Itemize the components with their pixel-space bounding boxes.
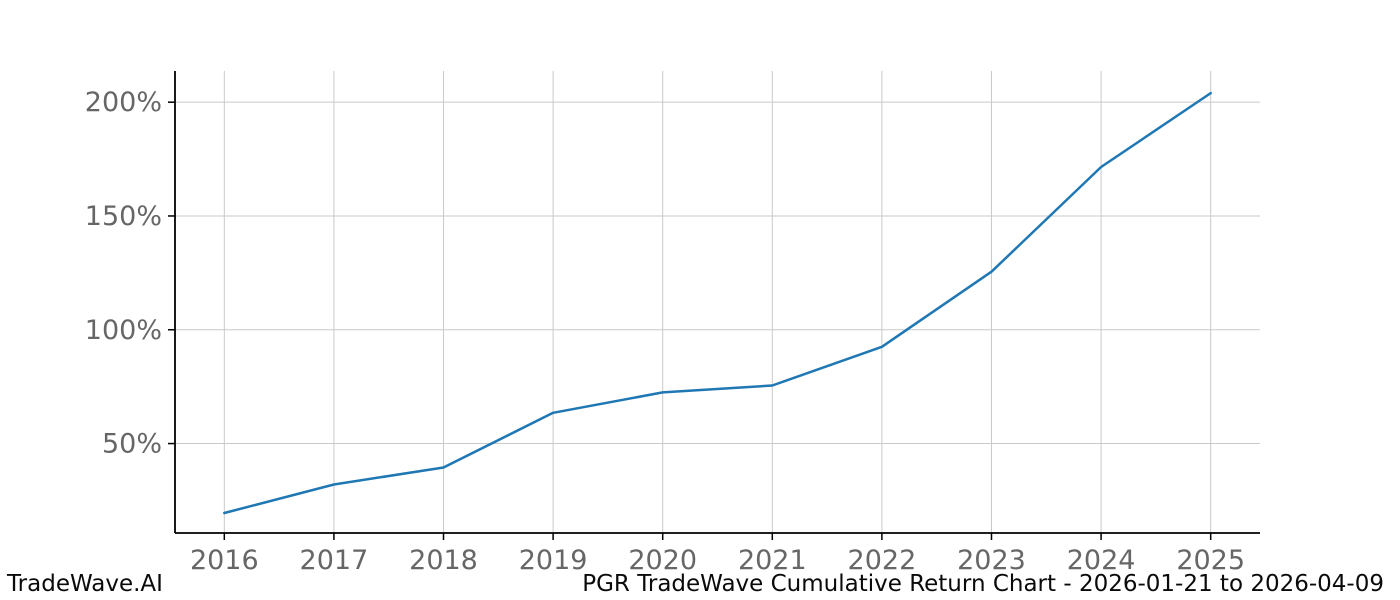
x-tick-label: 2020 (628, 545, 697, 576)
y-tick-label: 100% (85, 315, 162, 346)
x-tick-label: 2019 (519, 545, 588, 576)
y-tick-label: 50% (102, 429, 162, 460)
chart-title: PGR TradeWave Cumulative Return Chart - … (582, 571, 1384, 597)
x-tick-label: 2023 (957, 545, 1026, 576)
x-tick-label: 2017 (300, 545, 369, 576)
x-tick-label: 2024 (1067, 545, 1136, 576)
x-tick-label: 2016 (190, 545, 259, 576)
watermark-text: TradeWave.AI (7, 571, 163, 597)
x-tick-label: 2022 (848, 545, 917, 576)
data-line-cumulative-return (223, 91, 1212, 515)
y-tick-label: 150% (85, 201, 162, 232)
x-tick-label: 2025 (1176, 545, 1245, 576)
x-tick-label: 2018 (409, 545, 478, 576)
y-tick-label: 200% (85, 87, 162, 118)
x-tick-label: 2021 (738, 545, 807, 576)
